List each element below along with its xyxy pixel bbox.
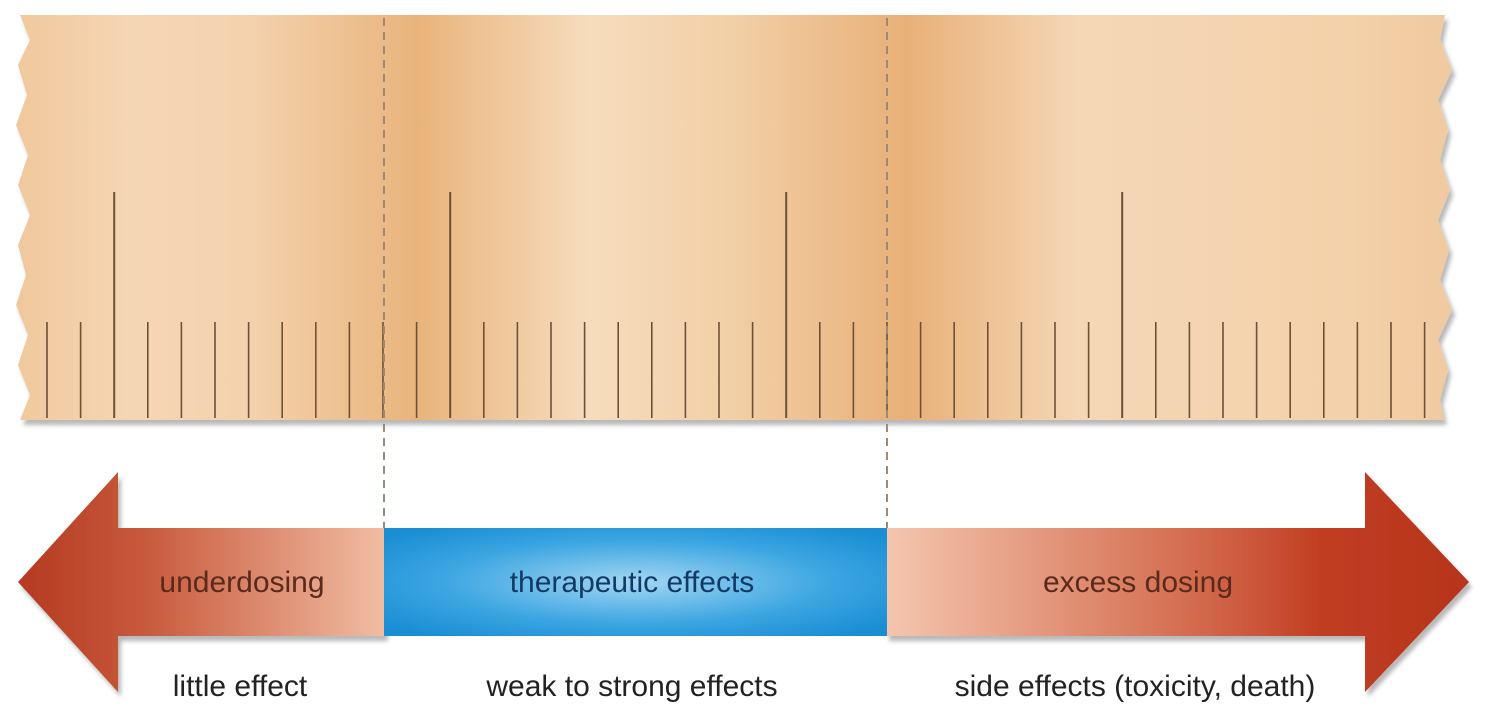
therapeutic-effects-label: therapeutic effects xyxy=(510,566,755,599)
weak-to-strong-effects-caption: weak to strong effects xyxy=(486,670,778,703)
underdosing-arrow xyxy=(18,472,385,692)
side-effects-caption: side effects (toxicity, death) xyxy=(954,670,1316,703)
little-effect-caption: little effect xyxy=(172,670,308,703)
excess-dosing-arrow xyxy=(886,472,1469,692)
underdosing-label: underdosing xyxy=(159,566,324,599)
zone-dividers xyxy=(383,18,888,528)
ruler-body xyxy=(16,15,1452,420)
excess-dosing-label: excess dosing xyxy=(1043,566,1233,599)
therapeutic-band xyxy=(384,528,887,636)
ruler-ticks xyxy=(46,192,1426,418)
